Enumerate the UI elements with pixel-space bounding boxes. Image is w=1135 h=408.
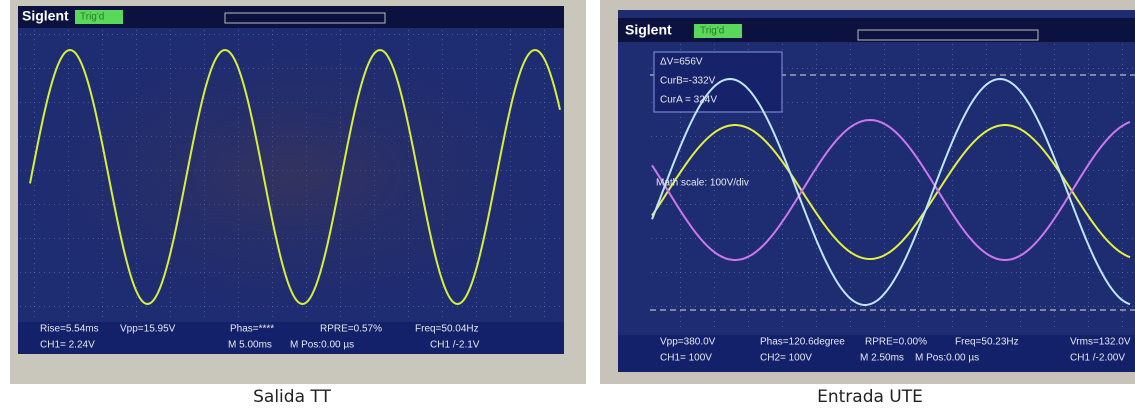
readout: CH1= 2.24V (40, 340, 95, 351)
readout: CH1 /-2.00V (1070, 353, 1125, 364)
cursor-readout: CurA = 324V (660, 95, 717, 106)
readout: Vpp=380.0V (660, 337, 716, 348)
readout: CH2= 100V (760, 353, 812, 364)
readout: Freq=50.04Hz (415, 324, 479, 335)
cursor-readout: CurB=-332V (660, 76, 716, 87)
brand: Siglent (625, 22, 672, 38)
readout: CH1 /-2.1V (430, 340, 480, 351)
caption: Salida TT (253, 387, 331, 407)
readout: Phas=120.6degree (760, 337, 845, 348)
cursor-readout: ΔV=656V (660, 57, 703, 68)
readout: CH1= 100V (660, 353, 712, 364)
status: Trig'd (700, 26, 724, 37)
readout: Rise=5.54ms (40, 324, 99, 335)
readout: M 2.50ms (860, 353, 904, 364)
readout: Freq=50.23Hz (955, 337, 1019, 348)
brand: Siglent (22, 8, 69, 24)
readout: M Pos:0.00 µs (915, 353, 979, 364)
math-scale: Math scale: 100V/div (656, 178, 749, 189)
readout: RPRE=0.57% (320, 324, 382, 335)
readout: Vpp=15.95V (120, 324, 176, 335)
haze (18, 30, 564, 320)
readout: Vrms=132.0V (1070, 337, 1131, 348)
readout: Phas=**** (230, 324, 274, 335)
caption: Entrada UTE (817, 387, 923, 407)
readout: M Pos:0.00 µs (290, 340, 354, 351)
page: Siglent Trig'd Siglent Trig'd ΔV=656V Cu… (0, 0, 1135, 408)
status: Trig'd (80, 12, 104, 23)
readout: RPRE=0.00% (865, 337, 927, 348)
readout: M 5.00ms (228, 340, 272, 351)
